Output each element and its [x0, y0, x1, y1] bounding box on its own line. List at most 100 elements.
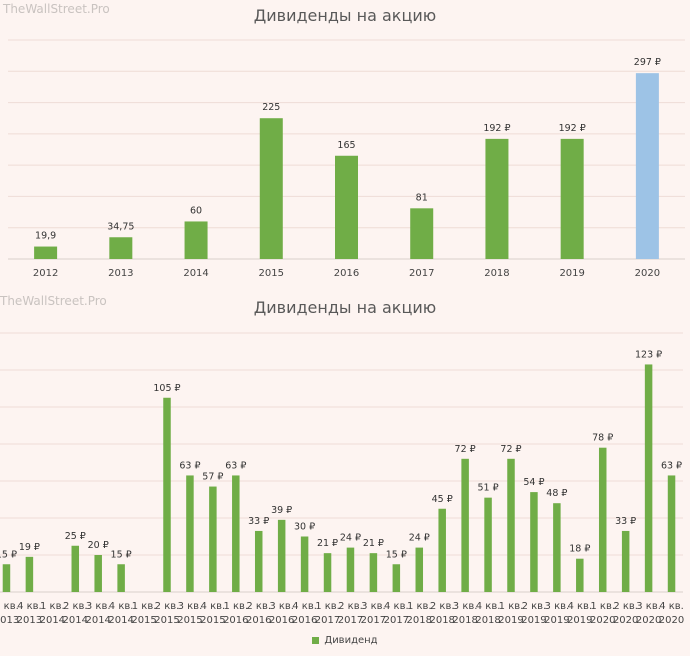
- data-label-2012: 19,9: [35, 231, 56, 242]
- bar-4кв-2013: [25, 556, 34, 592]
- data-label-2019: 192 ₽: [559, 123, 586, 134]
- x-tick-year: 2017: [315, 615, 340, 626]
- x-tick-quarter: 3 кв.: [361, 601, 386, 612]
- chart-title-quarterly: Дивиденды на акцию: [253, 298, 437, 317]
- x-tick-quarter: 1 кв.: [315, 601, 340, 612]
- x-tick-quarter: 2 кв.: [155, 601, 180, 612]
- bar-3кв-2019: [553, 503, 561, 592]
- x-tick-quarter: 1 кв.: [40, 601, 65, 612]
- bar-3кв-2015: [186, 475, 194, 592]
- bar-2015: [259, 118, 283, 259]
- x-tick-year: 2015: [154, 615, 179, 626]
- x-tick-2014: 2014: [183, 268, 208, 279]
- data-label-2017: 81: [416, 192, 428, 203]
- data-label-3кв-2015: 63 ₽: [179, 460, 200, 471]
- data-label-3кв-2013: 15 ₽: [0, 549, 17, 560]
- x-tick-2019: 2019: [559, 268, 584, 279]
- x-tick-year: 2017: [338, 615, 363, 626]
- x-tick-year: 2019: [498, 615, 523, 626]
- x-tick-2016: 2016: [334, 268, 359, 279]
- data-label-2кв-2018: 45 ₽: [432, 494, 453, 505]
- bar-4кв-2020: [667, 475, 676, 592]
- x-tick-year: 2015: [131, 615, 156, 626]
- data-label-2кв-2017: 24 ₽: [340, 533, 361, 544]
- x-tick-2018: 2018: [484, 268, 509, 279]
- bar-3кв-2016: [277, 519, 286, 592]
- x-tick-year: 2020: [590, 615, 615, 626]
- x-tick-quarter: 2 кв.: [246, 601, 271, 612]
- chart-title-annual: Дивиденды на акцию: [253, 6, 437, 25]
- x-tick-year: 2014: [40, 615, 65, 626]
- data-label-2кв-2014: 25 ₽: [65, 531, 86, 542]
- data-label-2015: 225: [262, 102, 280, 113]
- x-tick-year: 2016: [223, 615, 248, 626]
- x-tick-year: 2019: [567, 615, 592, 626]
- x-tick-quarter: 4 кв.: [17, 601, 42, 612]
- x-tick-quarter: 1 кв.: [590, 601, 615, 612]
- x-tick-quarter: 4 кв.: [384, 601, 409, 612]
- x-tick-quarter: 2 кв.: [338, 601, 363, 612]
- bar-2кв-2020: [621, 530, 630, 592]
- data-label-3кв-2020: 123 ₽: [635, 349, 662, 360]
- x-tick-2013: 2013: [108, 268, 133, 279]
- bar-2013: [109, 237, 133, 259]
- bar-1кв-2019: [507, 458, 515, 592]
- x-tick-year: 2018: [429, 615, 454, 626]
- x-tick-year: 2020: [659, 615, 684, 626]
- x-tick-year: 2018: [475, 615, 500, 626]
- legend-swatch: [312, 636, 320, 644]
- bar-4кв-2014: [117, 564, 125, 592]
- x-tick-2020: 2020: [635, 268, 660, 279]
- x-tick-year: 2017: [384, 615, 409, 626]
- data-label-1кв-2017: 21 ₽: [317, 538, 338, 549]
- x-tick-quarter: 2 кв.: [613, 601, 638, 612]
- x-tick-year: 2020: [636, 615, 661, 626]
- x-tick-quarter: 3 кв.: [636, 601, 661, 612]
- x-tick-year: 2016: [246, 615, 271, 626]
- data-label-1кв-2019: 72 ₽: [500, 444, 521, 455]
- bar-2кв-2017: [346, 547, 355, 592]
- data-label-3кв-2014: 20 ₽: [88, 540, 109, 551]
- data-label-1кв-2016: 63 ₽: [225, 460, 246, 471]
- data-label-4кв-2020: 63 ₽: [661, 460, 682, 471]
- bar-2кв-2016: [254, 530, 263, 592]
- bar-1кв-2020: [598, 447, 607, 592]
- data-label-2кв-2020: 33 ₽: [615, 516, 636, 527]
- bar-4кв-2015: [209, 486, 217, 592]
- bar-3кв-2017: [369, 553, 378, 592]
- data-label-4кв-2014: 15 ₽: [111, 549, 132, 560]
- bar-3кв-2018: [461, 458, 469, 592]
- data-label-3кв-2018: 72 ₽: [455, 444, 476, 455]
- bar-2кв-2019: [530, 492, 538, 592]
- x-tick-quarter: 3 кв.: [86, 601, 111, 612]
- data-label-2кв-2016: 33 ₽: [248, 516, 269, 527]
- bar-1кв-2018: [415, 547, 424, 592]
- x-tick-quarter: 2 кв.: [522, 601, 547, 612]
- x-tick-quarter: 1 кв.: [407, 601, 432, 612]
- x-tick-year: 2019: [521, 615, 546, 626]
- bar-4кв-2018: [484, 497, 492, 592]
- x-tick-quarter: 1 кв.: [499, 601, 524, 612]
- bar-2012: [34, 246, 58, 259]
- legend: Дивиденд: [0, 635, 690, 646]
- data-label-2кв-2019: 54 ₽: [523, 477, 544, 488]
- legend-label: Дивиденд: [324, 635, 378, 646]
- x-tick-2012: 2012: [33, 268, 58, 279]
- data-label-2кв-2015: 105 ₽: [153, 383, 180, 394]
- x-tick-year: 2013: [17, 615, 42, 626]
- bar-2019: [560, 138, 584, 259]
- data-label-1кв-2018: 24 ₽: [409, 533, 430, 544]
- x-tick-year: 2015: [177, 615, 202, 626]
- bar-3кв-2013: [2, 564, 11, 592]
- x-tick-2017: 2017: [409, 268, 434, 279]
- x-tick-quarter: 4 кв.: [659, 601, 684, 612]
- bar-2017: [410, 208, 434, 259]
- x-tick-year: 2017: [361, 615, 386, 626]
- bar-2016: [335, 155, 358, 259]
- x-tick-quarter: 4 кв.: [292, 601, 317, 612]
- x-tick-quarter: 4 кв.: [109, 601, 134, 612]
- data-label-4кв-2017: 15 ₽: [386, 549, 407, 560]
- bar-2кв-2014: [71, 545, 80, 592]
- bar-1кв-2016: [232, 475, 240, 592]
- x-tick-year: 2018: [407, 615, 432, 626]
